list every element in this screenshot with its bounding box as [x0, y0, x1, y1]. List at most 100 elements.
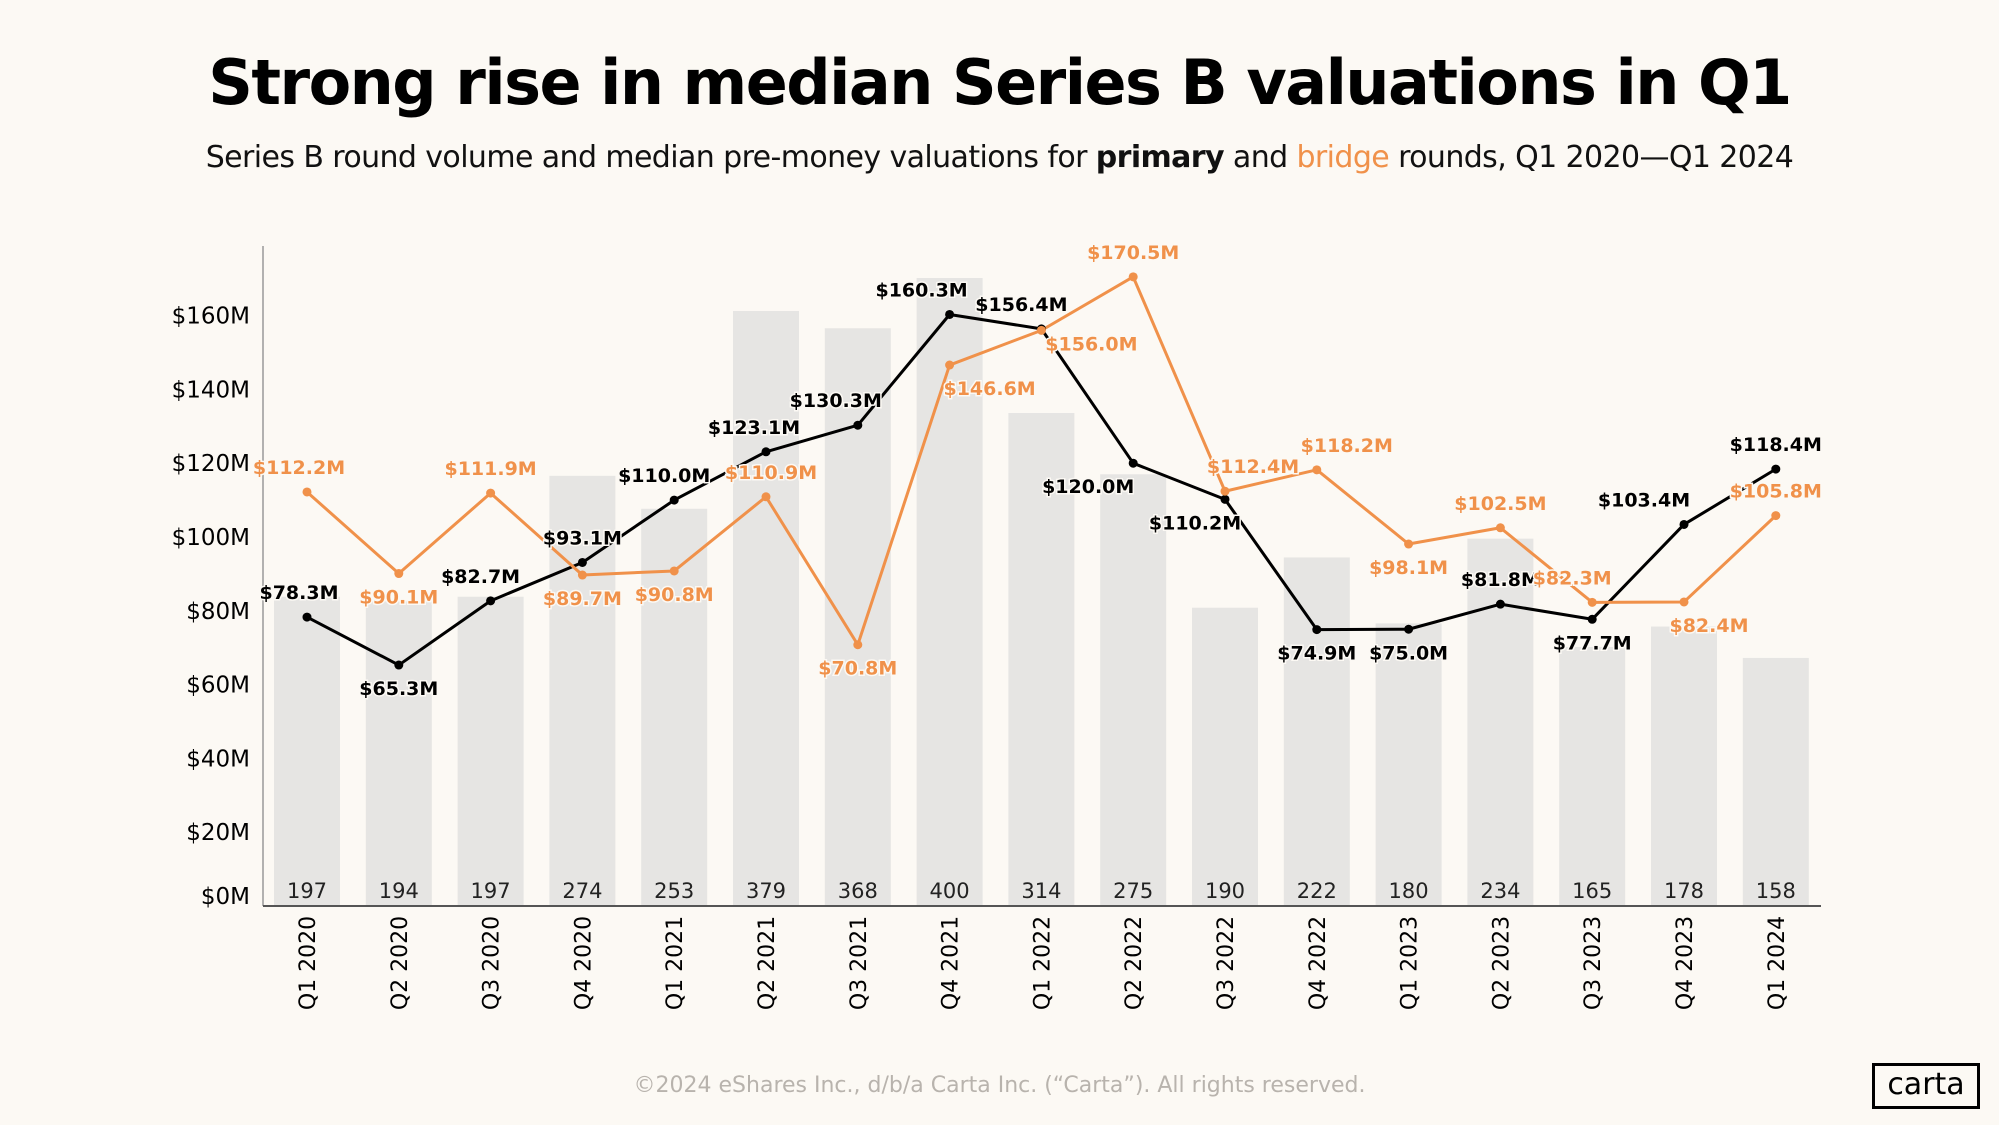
bridge-data-point — [1587, 597, 1597, 607]
volume-bar — [916, 278, 983, 906]
primary-value-label: $74.9M — [1277, 643, 1356, 665]
bridge-data-point — [853, 640, 863, 650]
volume-bar — [1559, 646, 1626, 906]
y-tick-label: $100M — [172, 525, 250, 551]
primary-data-point — [302, 612, 312, 622]
bridge-data-point — [669, 566, 679, 576]
bar-count-label: 234 — [1480, 879, 1520, 903]
x-tick-label: Q2 2020 — [388, 916, 413, 1010]
primary-data-point — [486, 596, 496, 606]
primary-value-label: $110.0M — [618, 465, 710, 487]
bar-count-label: 400 — [930, 879, 970, 903]
subtitle-text: Series B round volume and median pre-mon… — [205, 140, 1096, 175]
x-tick-label: Q1 2020 — [296, 916, 321, 1010]
bridge-value-label: $89.7M — [543, 588, 622, 610]
x-tick-label: Q1 2022 — [1030, 916, 1055, 1010]
bar-count-label: 165 — [1572, 879, 1612, 903]
y-tick-label: $0M — [201, 884, 250, 910]
bar-count-label: 190 — [1205, 879, 1245, 903]
subtitle-primary: primary — [1095, 140, 1225, 175]
subtitle-bridge: bridge — [1296, 140, 1390, 175]
volume-bar — [824, 328, 891, 906]
bridge-value-label: $110.9M — [725, 462, 817, 484]
bridge-value-label: $90.1M — [359, 587, 438, 609]
x-tick-label: Q3 2020 — [480, 916, 505, 1010]
primary-data-point — [1495, 599, 1505, 609]
x-tick-label: Q2 2023 — [1489, 916, 1514, 1010]
primary-data-point — [853, 420, 863, 430]
bridge-data-point — [1495, 523, 1505, 533]
bridge-data-point — [1679, 597, 1689, 607]
bar-count-label: 379 — [746, 879, 786, 903]
bridge-data-point — [1128, 272, 1138, 282]
carta-logo: carta — [1872, 1063, 1980, 1109]
primary-data-point — [394, 660, 404, 670]
bridge-data-point — [761, 492, 771, 502]
y-tick-label: $160M — [172, 304, 250, 330]
bridge-data-point — [1312, 465, 1322, 475]
bridge-data-point — [486, 488, 496, 498]
bridge-data-point — [1220, 486, 1230, 496]
volume-bar — [1651, 626, 1717, 906]
bridge-data-point — [945, 360, 955, 370]
y-tick-label: $60M — [186, 673, 250, 699]
bridge-value-label: $105.8M — [1730, 481, 1822, 503]
chart-title: Strong rise in median Series B valuation… — [208, 46, 1792, 119]
primary-data-point — [577, 557, 587, 567]
primary-value-label: $130.3M — [790, 390, 882, 412]
x-tick-label: Q3 2023 — [1581, 916, 1606, 1010]
bridge-value-label: $112.4M — [1207, 456, 1299, 478]
bar-count-label: 158 — [1756, 879, 1796, 903]
primary-data-point — [945, 309, 955, 319]
bar-count-label: 275 — [1113, 879, 1153, 903]
subtitle-range: rounds, Q1 2020—Q1 2024 — [1389, 140, 1794, 175]
y-tick-label: $20M — [186, 820, 250, 846]
x-tick-label: Q4 2020 — [571, 916, 596, 1010]
bar-count-label: 274 — [562, 879, 602, 903]
bar-count-label: 368 — [838, 879, 878, 903]
y-tick-label: $40M — [186, 746, 250, 772]
x-tick-label: Q1 2021 — [663, 916, 688, 1010]
primary-value-label: $77.7M — [1553, 632, 1632, 654]
bar-count-label: 197 — [287, 879, 327, 903]
bridge-value-label: $102.5M — [1454, 493, 1546, 515]
bridge-data-point — [1404, 539, 1414, 549]
bar-count-label: 314 — [1021, 879, 1061, 903]
x-tick-label: Q4 2023 — [1673, 916, 1698, 1010]
x-tick-label: Q4 2021 — [939, 916, 964, 1010]
primary-value-label: $160.3M — [875, 279, 967, 301]
chart-subtitle: Series B round volume and median pre-mon… — [0, 140, 1999, 175]
x-tick-label: Q2 2022 — [1122, 916, 1147, 1010]
primary-value-label: $81.8M — [1461, 569, 1540, 591]
bar-count-label: 178 — [1664, 879, 1704, 903]
primary-data-point — [1679, 519, 1689, 529]
bridge-data-point — [302, 487, 312, 497]
primary-value-label: $75.0M — [1369, 642, 1448, 664]
bridge-value-label: $156.0M — [1045, 333, 1137, 355]
primary-value-label: $78.3M — [259, 582, 338, 604]
primary-data-point — [669, 495, 679, 505]
bridge-value-label: $118.2M — [1301, 435, 1393, 457]
volume-bar — [1467, 538, 1534, 906]
primary-value-label: $110.2M — [1149, 512, 1241, 534]
primary-value-label: $118.4M — [1730, 434, 1822, 456]
primary-data-point — [1587, 614, 1597, 624]
bridge-value-label: $146.6M — [943, 378, 1035, 400]
x-tick-label: Q1 2024 — [1765, 916, 1790, 1010]
bridge-value-label: $70.8M — [818, 658, 897, 680]
volume-bar — [1100, 474, 1167, 906]
bridge-value-label: $90.8M — [635, 584, 714, 606]
subtitle-and: and — [1223, 140, 1297, 175]
primary-data-point — [1771, 464, 1781, 474]
primary-value-label: $65.3M — [359, 678, 438, 700]
primary-value-label: $103.4M — [1598, 489, 1690, 511]
bridge-data-point — [394, 569, 404, 579]
bridge-data-point — [577, 570, 587, 580]
primary-data-point — [1312, 625, 1322, 635]
bar-count-label: 180 — [1389, 879, 1429, 903]
y-tick-label: $140M — [172, 377, 250, 403]
bridge-data-point — [1771, 511, 1781, 521]
primary-value-label: $156.4M — [975, 294, 1067, 316]
volume-bar — [457, 596, 524, 906]
volume-bar — [733, 310, 799, 907]
